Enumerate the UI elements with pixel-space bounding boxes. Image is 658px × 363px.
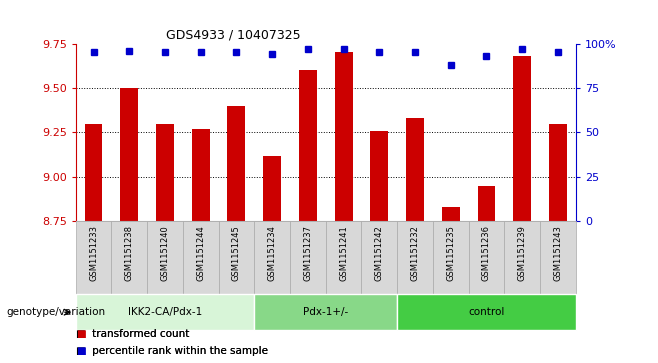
Bar <box>335 53 353 221</box>
Bar <box>85 123 103 221</box>
Bar <box>218 221 254 294</box>
Text: GDS4933 / 10407325: GDS4933 / 10407325 <box>166 28 300 41</box>
Bar <box>228 106 245 221</box>
Bar <box>540 221 576 294</box>
Bar <box>370 131 388 221</box>
Bar <box>478 186 495 221</box>
Bar <box>504 221 540 294</box>
Bar <box>183 221 218 294</box>
Text: GSM1151237: GSM1151237 <box>303 225 313 281</box>
Bar <box>191 129 210 221</box>
Bar <box>290 221 326 294</box>
Text: transformed count: transformed count <box>92 329 190 339</box>
Bar <box>76 221 111 294</box>
Bar <box>397 221 433 294</box>
Bar <box>263 156 281 221</box>
Text: GSM1151234: GSM1151234 <box>268 225 276 281</box>
Text: GSM1151235: GSM1151235 <box>446 225 455 281</box>
Text: genotype/variation: genotype/variation <box>7 307 106 317</box>
Bar <box>442 207 460 221</box>
Text: IKK2-CA/Pdx-1: IKK2-CA/Pdx-1 <box>128 307 202 317</box>
Bar <box>147 221 183 294</box>
Bar <box>406 118 424 221</box>
Bar <box>254 294 397 330</box>
Text: GSM1151244: GSM1151244 <box>196 225 205 281</box>
Text: GSM1151232: GSM1151232 <box>411 225 420 281</box>
Text: GSM1151241: GSM1151241 <box>339 225 348 281</box>
Text: Pdx-1+/-: Pdx-1+/- <box>303 307 348 317</box>
Bar <box>111 221 147 294</box>
Bar <box>513 56 531 221</box>
Text: ■: ■ <box>76 346 86 356</box>
Text: ■: ■ <box>76 329 86 339</box>
Text: GSM1151245: GSM1151245 <box>232 225 241 281</box>
Text: GSM1151238: GSM1151238 <box>125 225 134 281</box>
Bar <box>397 294 576 330</box>
Bar <box>361 221 397 294</box>
Text: GSM1151239: GSM1151239 <box>518 225 526 281</box>
Bar <box>468 221 504 294</box>
Bar <box>254 221 290 294</box>
Text: GSM1151243: GSM1151243 <box>553 225 563 281</box>
Bar <box>549 123 567 221</box>
Bar <box>326 221 361 294</box>
Text: control: control <box>468 307 505 317</box>
Bar <box>433 221 468 294</box>
Text: GSM1151240: GSM1151240 <box>161 225 170 281</box>
Bar <box>156 123 174 221</box>
Text: GSM1151236: GSM1151236 <box>482 225 491 281</box>
Bar <box>120 88 138 221</box>
Text: ■  percentile rank within the sample: ■ percentile rank within the sample <box>76 346 268 356</box>
Text: percentile rank within the sample: percentile rank within the sample <box>92 346 268 356</box>
Text: ■  transformed count: ■ transformed count <box>76 329 189 339</box>
Text: GSM1151233: GSM1151233 <box>89 225 98 281</box>
Bar <box>299 70 316 221</box>
Bar <box>76 294 254 330</box>
Text: GSM1151242: GSM1151242 <box>375 225 384 281</box>
